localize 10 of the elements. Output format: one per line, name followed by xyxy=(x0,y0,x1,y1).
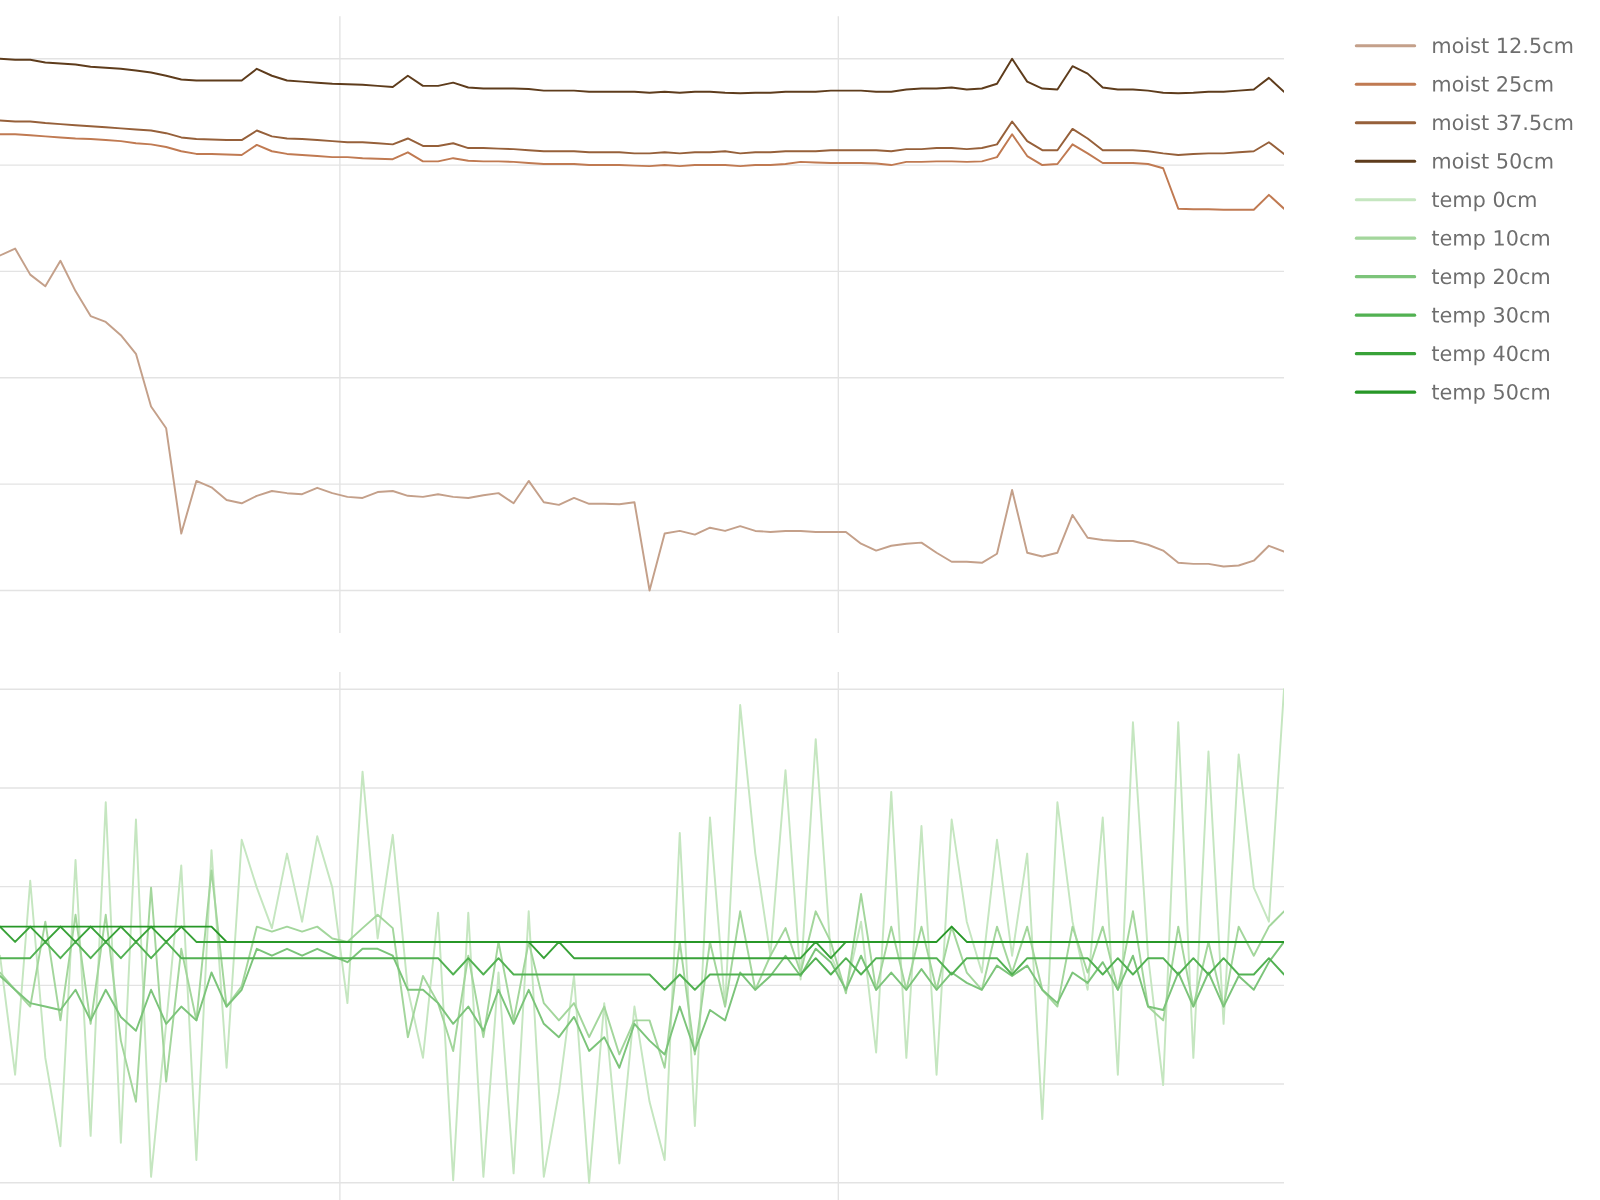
legend-label: temp 40cm xyxy=(1431,345,1549,366)
legend-label: moist 12.5cm xyxy=(1433,37,1573,54)
legend-label: temp 0cm xyxy=(1431,191,1536,212)
legend-label: temp 10cm xyxy=(1431,229,1549,250)
legend-label: moist 25cm xyxy=(1433,75,1553,92)
legend-label: temp 30cm xyxy=(1431,306,1549,327)
legend-label: moist 50cm xyxy=(1433,152,1553,169)
legend-label: temp 50cm xyxy=(1431,383,1549,404)
legend-label: moist 37.5cm xyxy=(1433,114,1573,131)
legend-label: temp 20cm xyxy=(1431,268,1549,289)
